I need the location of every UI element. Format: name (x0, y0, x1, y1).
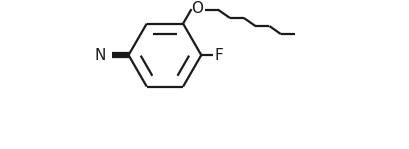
Text: F: F (214, 48, 222, 63)
Text: N: N (94, 48, 105, 63)
Text: O: O (190, 1, 202, 16)
